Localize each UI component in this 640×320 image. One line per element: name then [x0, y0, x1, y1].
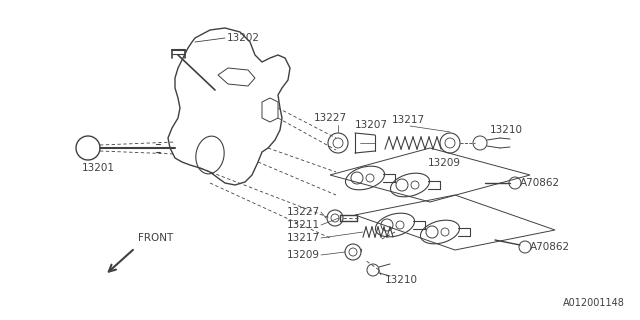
Text: 13201: 13201 [82, 163, 115, 173]
Text: 13202: 13202 [227, 33, 260, 43]
Text: 13227: 13227 [314, 113, 347, 123]
Text: A70862: A70862 [530, 242, 570, 252]
Text: A70862: A70862 [520, 178, 560, 188]
Text: 13207: 13207 [355, 120, 388, 130]
Text: 13210: 13210 [385, 275, 418, 285]
Text: 13217: 13217 [287, 233, 320, 243]
Text: 13217: 13217 [392, 115, 424, 125]
Text: 13210: 13210 [490, 125, 523, 135]
Text: FRONT: FRONT [138, 233, 173, 243]
Text: A012001148: A012001148 [563, 298, 625, 308]
Text: 13211: 13211 [287, 220, 320, 230]
Text: 13209: 13209 [428, 158, 461, 168]
Text: 13209: 13209 [287, 250, 320, 260]
Text: 13227: 13227 [287, 207, 320, 217]
